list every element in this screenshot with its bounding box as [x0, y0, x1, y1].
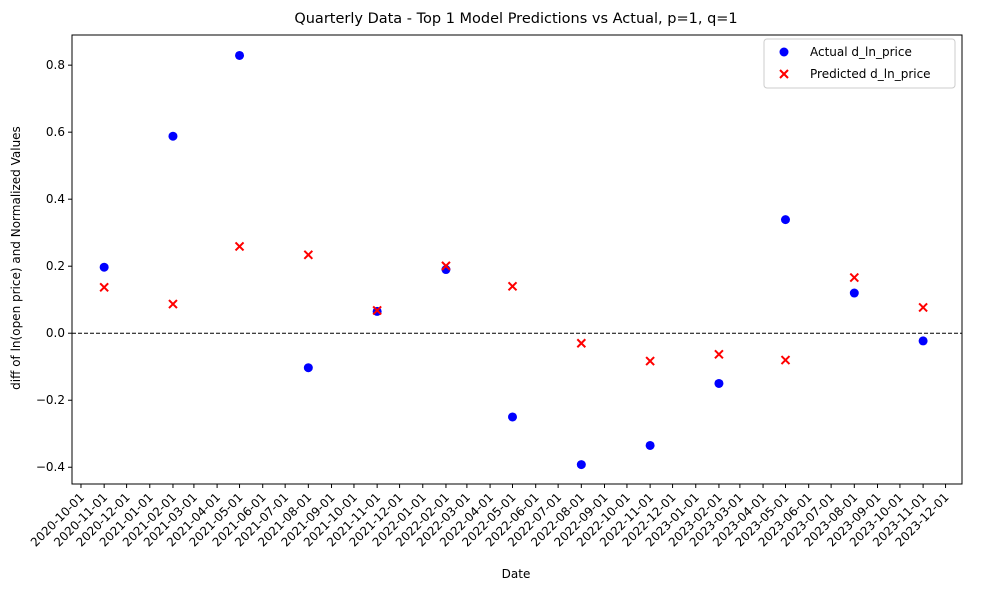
y-tick-label: 0.0	[46, 326, 65, 340]
predicted-point	[918, 302, 928, 313]
predicted-point	[507, 281, 518, 292]
cross-stroke	[99, 282, 109, 293]
predicted-point	[372, 305, 382, 316]
y-tick-label: 0.8	[46, 58, 65, 72]
predicted-point	[441, 261, 451, 271]
predicted-point	[645, 356, 655, 366]
predicted-point	[714, 349, 724, 360]
cross-stroke	[714, 349, 724, 360]
cross-stroke	[303, 250, 314, 260]
actual-point	[714, 378, 724, 388]
y-tick-label: −0.2	[36, 393, 65, 407]
legend-label: Actual d_ln_price	[810, 45, 912, 59]
predicted-point	[780, 355, 791, 365]
actual-point	[303, 363, 313, 373]
actual-point	[849, 288, 859, 298]
chart-title: Quarterly Data - Top 1 Model Predictions…	[294, 11, 737, 27]
x-axis-title: Date	[502, 567, 531, 581]
predicted-point	[99, 282, 109, 293]
legend-label: Predicted d_ln_price	[810, 67, 931, 81]
predicted-point	[303, 250, 314, 260]
actual-point	[645, 440, 655, 450]
actual-point	[235, 50, 245, 60]
actual-point	[508, 412, 518, 422]
predicted-point	[849, 272, 860, 283]
cross-stroke	[372, 305, 382, 316]
legend-frame	[763, 38, 956, 89]
actual-point	[168, 131, 178, 141]
cross-stroke	[576, 338, 587, 348]
axes-frame	[71, 34, 963, 485]
cross-stroke	[441, 261, 451, 271]
cross-stroke	[234, 241, 245, 252]
predicted-point	[576, 338, 587, 348]
actual-point	[576, 460, 586, 470]
cross-stroke	[645, 356, 655, 366]
y-tick-label: 0.4	[46, 192, 65, 206]
cross-stroke	[918, 302, 928, 313]
cross-stroke	[779, 69, 789, 79]
predicted-point	[168, 299, 178, 309]
legend-marker	[779, 69, 789, 79]
legend-marker	[779, 47, 789, 57]
y-tick-label: 0.6	[46, 125, 65, 139]
cross-stroke	[849, 272, 860, 283]
actual-point	[918, 336, 928, 346]
actual-point	[99, 262, 109, 272]
y-tick-label: 0.2	[46, 259, 65, 273]
predicted-point	[234, 241, 245, 252]
cross-stroke	[780, 355, 791, 365]
y-axis-title: diff of ln(open price) and Normalized Va…	[9, 126, 23, 390]
cross-stroke	[168, 299, 178, 309]
chart-legend: Actual d_ln_price Predicted d_ln_price	[763, 38, 956, 89]
actual-point	[780, 215, 790, 225]
cross-stroke	[507, 281, 518, 292]
y-tick-label: −0.4	[36, 460, 65, 474]
